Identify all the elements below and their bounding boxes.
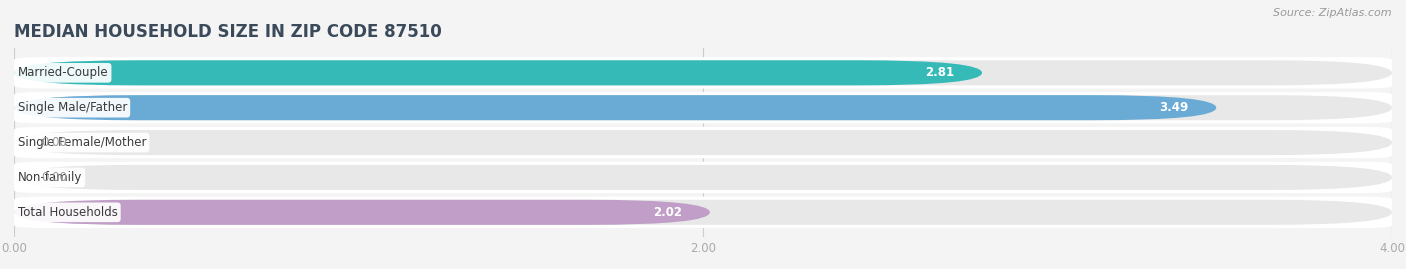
Text: Source: ZipAtlas.com: Source: ZipAtlas.com [1274,8,1392,18]
Text: 2.81: 2.81 [925,66,955,79]
Text: Single Male/Father: Single Male/Father [17,101,127,114]
Text: 0.00: 0.00 [42,136,67,149]
FancyBboxPatch shape [14,95,1216,120]
Text: 3.49: 3.49 [1160,101,1188,114]
FancyBboxPatch shape [14,162,1392,193]
Text: Non-family: Non-family [17,171,82,184]
FancyBboxPatch shape [14,60,1392,85]
FancyBboxPatch shape [14,92,1392,123]
FancyBboxPatch shape [14,60,981,85]
FancyBboxPatch shape [14,165,1392,190]
Text: Married-Couple: Married-Couple [17,66,108,79]
FancyBboxPatch shape [14,127,1392,158]
Text: Total Households: Total Households [17,206,117,219]
FancyBboxPatch shape [14,57,1392,89]
FancyBboxPatch shape [14,197,1392,228]
Text: MEDIAN HOUSEHOLD SIZE IN ZIP CODE 87510: MEDIAN HOUSEHOLD SIZE IN ZIP CODE 87510 [14,23,441,41]
FancyBboxPatch shape [14,200,1392,225]
FancyBboxPatch shape [14,130,1392,155]
FancyBboxPatch shape [14,200,710,225]
FancyBboxPatch shape [14,95,1392,120]
Text: Single Female/Mother: Single Female/Mother [17,136,146,149]
Text: 0.00: 0.00 [42,171,67,184]
Text: 2.02: 2.02 [654,206,682,219]
